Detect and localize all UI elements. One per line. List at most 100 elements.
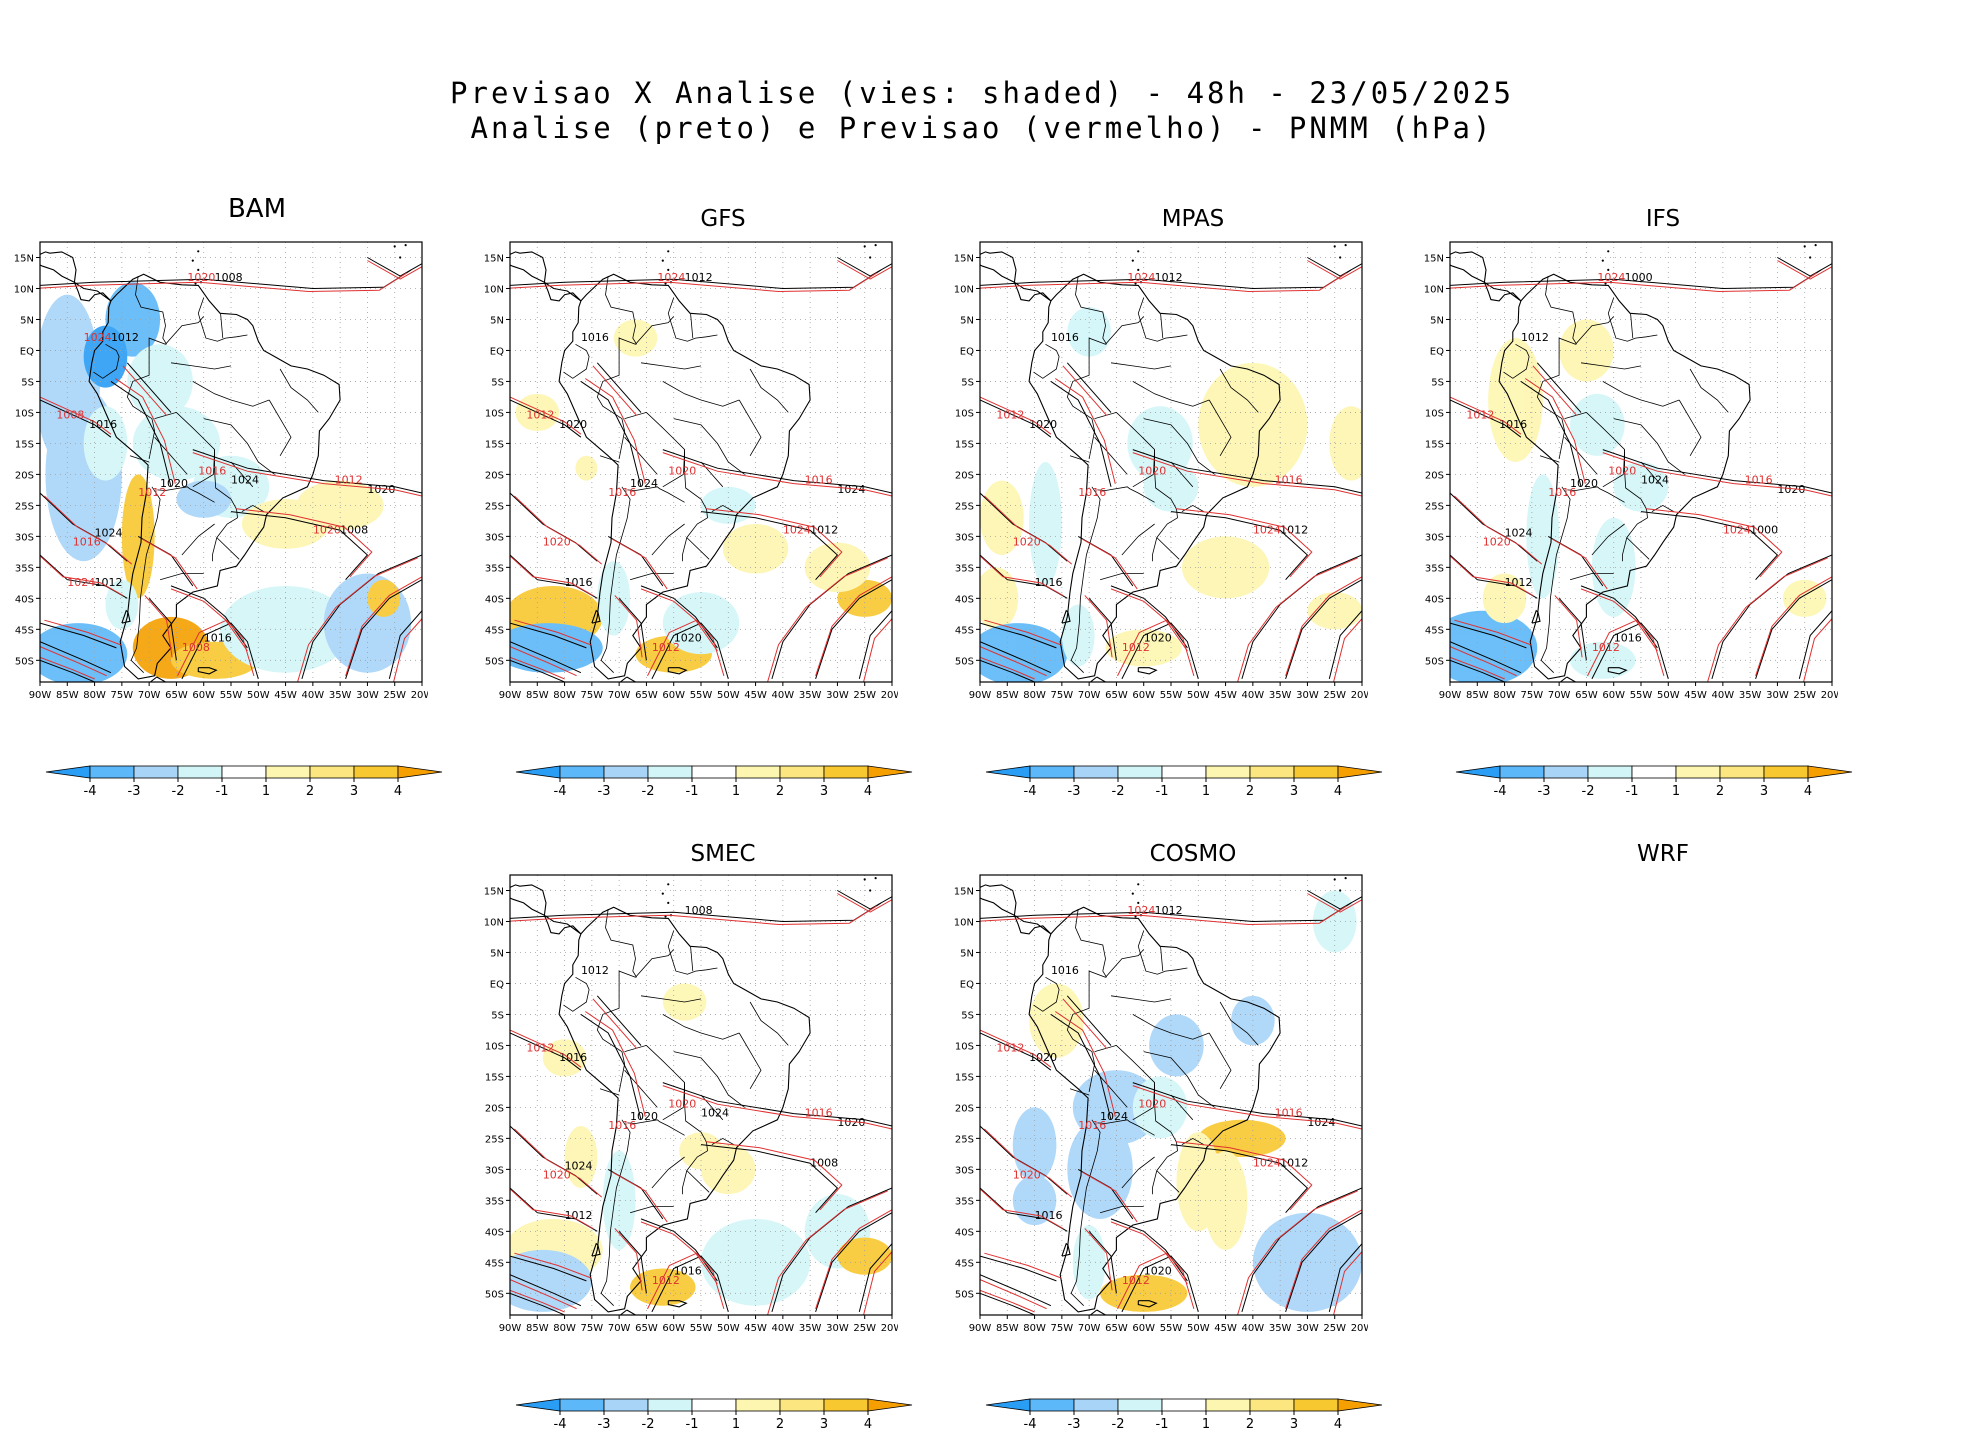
lon-tick-label: 80W bbox=[1023, 1323, 1046, 1334]
forecast-isobar bbox=[1454, 619, 1531, 646]
forecast-contour-label: 1012 bbox=[652, 641, 680, 654]
map-panel-cosmo: 1012 1012 1016 1016 1020 1020 1024 1024 1012 1012… bbox=[942, 867, 1368, 1351]
colorbar-swatch bbox=[45, 765, 91, 779]
country-border bbox=[1689, 368, 1729, 413]
lon-tick-label: 65W bbox=[165, 690, 188, 701]
forecast-contour-labels: 1008 1008 1012 1012 1016 1016 1020 1020 1024 1024 bbox=[56, 271, 362, 654]
country-border bbox=[1602, 449, 1625, 488]
forecast-isobar bbox=[1082, 1171, 1138, 1223]
analysis-contour-label: 1020 bbox=[630, 1110, 658, 1123]
lat-tick-label: 5N bbox=[20, 315, 34, 326]
island-dot bbox=[1131, 892, 1134, 895]
analysis-contour-label: 1020 bbox=[1777, 483, 1805, 496]
lon-tick-label: 25W bbox=[853, 690, 876, 701]
forecast-isobar bbox=[592, 365, 637, 416]
lon-tick-label: 75W bbox=[581, 1323, 604, 1334]
country-border bbox=[624, 411, 710, 560]
lon-tick-label: 20W bbox=[1351, 1323, 1368, 1334]
forecast-isobar bbox=[640, 588, 718, 652]
analysis-isobar bbox=[1170, 511, 1309, 581]
analysis-contour-label: 1024 bbox=[565, 1159, 593, 1172]
forecast-isobar bbox=[863, 1250, 892, 1315]
analysis-contour-label: 1012 bbox=[1155, 271, 1183, 284]
bias-patch bbox=[1559, 319, 1614, 382]
bias-patch bbox=[132, 406, 221, 481]
map-panel-ifs: 1000 1000 1012 1012 1016 1016 1020 1020 1024 1024… bbox=[1412, 234, 1838, 718]
island-dot bbox=[1607, 250, 1610, 253]
analysis-isobar bbox=[837, 257, 892, 277]
country-border bbox=[690, 313, 694, 339]
island-dot bbox=[863, 245, 866, 248]
colorbar-label: 1 bbox=[1672, 784, 1680, 799]
forecast-isobar bbox=[1110, 1221, 1188, 1285]
forecast-contour-label: 1012 bbox=[652, 1274, 680, 1287]
lon-tick-label: 40W bbox=[1242, 690, 1265, 701]
forecast-isobar bbox=[510, 1289, 565, 1313]
lat-tick-label: 35S bbox=[955, 563, 974, 574]
bias-patch bbox=[597, 561, 631, 636]
island-dot bbox=[1137, 268, 1140, 271]
forecast-contour-label: 1024 bbox=[657, 271, 685, 284]
forecast-isobar bbox=[585, 1011, 646, 1117]
analysis-isobar bbox=[510, 1032, 582, 1071]
lat-tick-label: 25S bbox=[955, 1134, 974, 1145]
lon-tick-label: 70W bbox=[608, 690, 631, 701]
island-coast bbox=[197, 667, 218, 675]
analysis-isobar bbox=[1580, 585, 1658, 649]
country-border bbox=[599, 455, 620, 463]
analysis-isobar bbox=[651, 622, 729, 680]
lon-tick-label: 45W bbox=[1684, 690, 1707, 701]
forecast-isobar bbox=[1587, 619, 1665, 677]
lat-tick-label: 10S bbox=[1425, 408, 1444, 419]
colorbar-label: 2 bbox=[776, 1417, 784, 1432]
island-dot bbox=[863, 878, 866, 881]
analysis-contour-label: 1008 bbox=[340, 523, 368, 536]
colorbar-label: 2 bbox=[1246, 784, 1254, 799]
country-border bbox=[662, 381, 740, 407]
lat-tick-label: EQ bbox=[20, 346, 34, 357]
colorbar-swatch bbox=[1337, 1398, 1383, 1412]
lat-tick-label: 10N bbox=[1424, 284, 1444, 295]
forecast-isobar bbox=[192, 452, 422, 497]
analysis-contour-label: 1008 bbox=[810, 1156, 838, 1169]
analysis-isobars bbox=[510, 890, 892, 1315]
country-border bbox=[230, 461, 254, 488]
country-border bbox=[135, 276, 167, 345]
analysis-contour-label: 1016 bbox=[89, 418, 117, 431]
colorbar-swatch bbox=[1073, 1398, 1119, 1412]
forecast-isobar bbox=[837, 260, 892, 280]
island-dot bbox=[194, 282, 197, 285]
analysis-isobar bbox=[510, 622, 587, 649]
colorbar-bam: -4 -3 -2 -1 1 2 3 4 bbox=[44, 764, 456, 804]
colorbar-label: 3 bbox=[1290, 784, 1298, 799]
colorbar-label: -2 bbox=[1582, 784, 1595, 799]
lat-tick-label: 20S bbox=[955, 470, 974, 481]
forecast-isobar bbox=[1175, 508, 1313, 578]
island-dot bbox=[1137, 901, 1140, 904]
analysis-isobar bbox=[662, 449, 892, 494]
island-coast bbox=[595, 867, 628, 872]
island-coast bbox=[591, 1242, 601, 1257]
analysis-isobar bbox=[1066, 995, 1112, 1046]
analysis-contour-labels: 1008 1008 1012 1012 1016 1016 1020 1020 1024 1024 bbox=[89, 271, 395, 645]
country-border bbox=[1069, 455, 1090, 463]
forecast-contour-label: 1024 bbox=[1127, 271, 1155, 284]
country-border bbox=[1110, 995, 1172, 1003]
analysis-contour-label: 1020 bbox=[1029, 418, 1057, 431]
forecast-contour-label: 1012 bbox=[526, 1042, 554, 1055]
bias-patch bbox=[575, 455, 598, 481]
colorbar-swatch bbox=[353, 765, 399, 779]
forecast-contour-label: 1020 bbox=[1138, 464, 1166, 477]
lat-tick-label: 45S bbox=[485, 625, 504, 636]
analysis-isobar bbox=[1088, 597, 1117, 661]
analysis-isobar bbox=[510, 399, 582, 438]
country-border bbox=[1094, 411, 1180, 560]
colorbar-gfs: -4 -3 -2 -1 1 2 3 4 bbox=[514, 764, 926, 804]
lon-tick-label: 90W bbox=[969, 1323, 992, 1334]
lat-tick-label: 35S bbox=[485, 563, 504, 574]
graticule bbox=[510, 875, 892, 1315]
analysis-isobar bbox=[1536, 362, 1582, 413]
